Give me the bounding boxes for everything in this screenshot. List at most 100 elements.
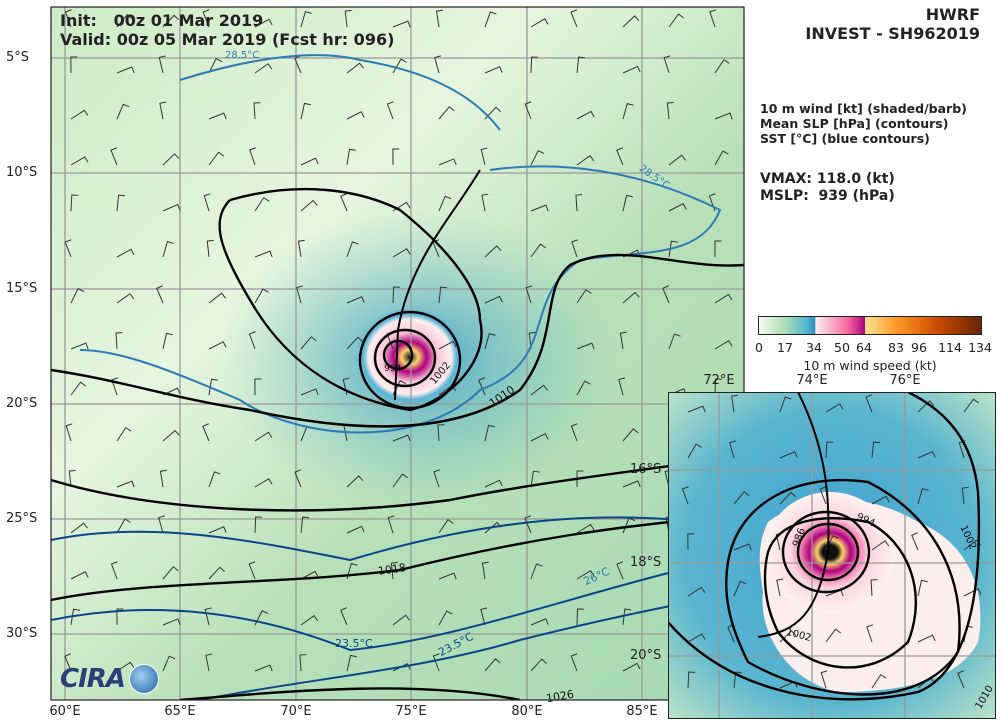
forecast-times: Init: 00z 01 Mar 2019 Valid: 00z 05 Mar … — [60, 11, 394, 49]
wind-barb — [871, 673, 887, 689]
longitude-tick-label: 74°E — [796, 373, 828, 388]
colorbar-tick: 0 — [755, 340, 763, 355]
wind-barb — [714, 59, 730, 74]
wind-barb — [254, 378, 262, 396]
wind-barb — [622, 194, 633, 212]
legend-slp: Mean SLP [hPa] (contours) — [760, 116, 949, 131]
longitude-tick-label: 85°E — [626, 704, 658, 719]
wind-barb — [162, 387, 181, 396]
latitude-tick-label: 10°S — [6, 165, 38, 180]
wind-barb — [576, 289, 592, 304]
wind-barb — [208, 566, 225, 580]
wind-barb — [714, 293, 733, 304]
field-legend: 10 m wind [kt] (shaded/barb) Mean SLP [h… — [760, 101, 967, 146]
wind-barb — [392, 286, 401, 304]
wind-barb — [296, 285, 304, 304]
slp-contour — [51, 253, 744, 428]
wind-barb — [346, 296, 365, 304]
wind-barb — [116, 103, 130, 120]
wind-barb — [484, 479, 503, 488]
wind-barb — [619, 331, 627, 350]
wind-barb — [733, 491, 750, 505]
wind-barb — [346, 241, 359, 258]
wind-barb — [478, 377, 486, 396]
wind-barb — [571, 239, 579, 258]
inset-map — [668, 392, 996, 719]
wind-barb — [344, 9, 352, 28]
wind-barb — [202, 9, 210, 28]
wind-barb — [300, 570, 319, 580]
wind-barb — [870, 579, 878, 597]
wind-barb — [116, 248, 135, 258]
longitude-tick-label: 60°E — [49, 704, 81, 719]
slp-contour — [51, 513, 744, 602]
wind-barb — [622, 662, 641, 672]
wind-barb — [480, 607, 488, 626]
wind-barb — [570, 653, 578, 672]
wind-barb — [64, 9, 72, 28]
wind-barb — [204, 607, 212, 626]
wind-barb — [254, 478, 273, 488]
longitude-tick-label: 80°E — [511, 704, 543, 719]
wind-barb — [733, 543, 752, 551]
cira-logo: CIRA — [60, 664, 159, 694]
wind-barb — [300, 336, 317, 350]
wind-barb — [530, 150, 545, 166]
wind-barb — [294, 469, 302, 488]
wind-barb — [871, 540, 890, 551]
wind-barb — [346, 336, 363, 350]
wind-barb — [300, 102, 311, 120]
wind-barb — [687, 586, 706, 597]
wind-barb — [663, 55, 671, 74]
wind-barb — [116, 293, 135, 304]
wind-barb — [386, 101, 394, 120]
latitude-tick-label: 25°S — [6, 511, 38, 526]
slp-label: 994 — [384, 364, 402, 374]
wind-barb — [254, 63, 273, 74]
wind-barb — [208, 341, 227, 350]
wind-barb — [525, 285, 533, 304]
wind-barb — [64, 653, 72, 672]
wind-barb — [162, 240, 174, 258]
latitude-tick-label: 30°S — [6, 626, 38, 641]
wind-barb — [116, 518, 131, 534]
wind-barb — [528, 331, 536, 350]
wind-barb — [300, 199, 318, 212]
model-name: HWRF — [925, 5, 980, 24]
wind-barb — [484, 245, 502, 258]
wind-barb — [340, 607, 348, 626]
wind-barb — [480, 147, 488, 166]
wind-barb — [616, 561, 624, 580]
wind-barb — [963, 398, 980, 413]
wind-barb — [779, 491, 796, 505]
storm-name: INVEST - SH962019 — [805, 24, 980, 43]
wind-barb — [435, 9, 443, 28]
wind-barb — [116, 608, 124, 626]
wind-barb — [346, 111, 365, 120]
wind-barb — [254, 431, 273, 442]
wind-barb — [709, 9, 717, 28]
wind-barb — [733, 671, 742, 689]
wind-barb — [576, 56, 586, 74]
wind-barb — [208, 471, 221, 488]
wind-barb — [871, 495, 890, 505]
wind-barb — [70, 608, 80, 626]
wind-barb — [116, 194, 125, 212]
wind-barb — [576, 523, 595, 534]
wind-barb — [392, 248, 411, 258]
wind-barb — [248, 561, 256, 580]
wind-barb — [530, 618, 549, 626]
wind-barb — [687, 533, 695, 551]
wind-barb — [300, 614, 319, 626]
wind-barb — [208, 151, 225, 166]
sst-contour — [79, 165, 722, 434]
wind-barb — [825, 441, 834, 459]
wind-barb — [438, 158, 457, 166]
longitude-tick-label: 76°E — [889, 373, 921, 388]
wind-barb — [618, 377, 626, 396]
wind-barb — [162, 14, 179, 28]
wind-barb — [438, 519, 454, 534]
wind-barb — [64, 239, 72, 258]
wind-barb — [392, 663, 411, 672]
wind-barb — [687, 405, 706, 413]
